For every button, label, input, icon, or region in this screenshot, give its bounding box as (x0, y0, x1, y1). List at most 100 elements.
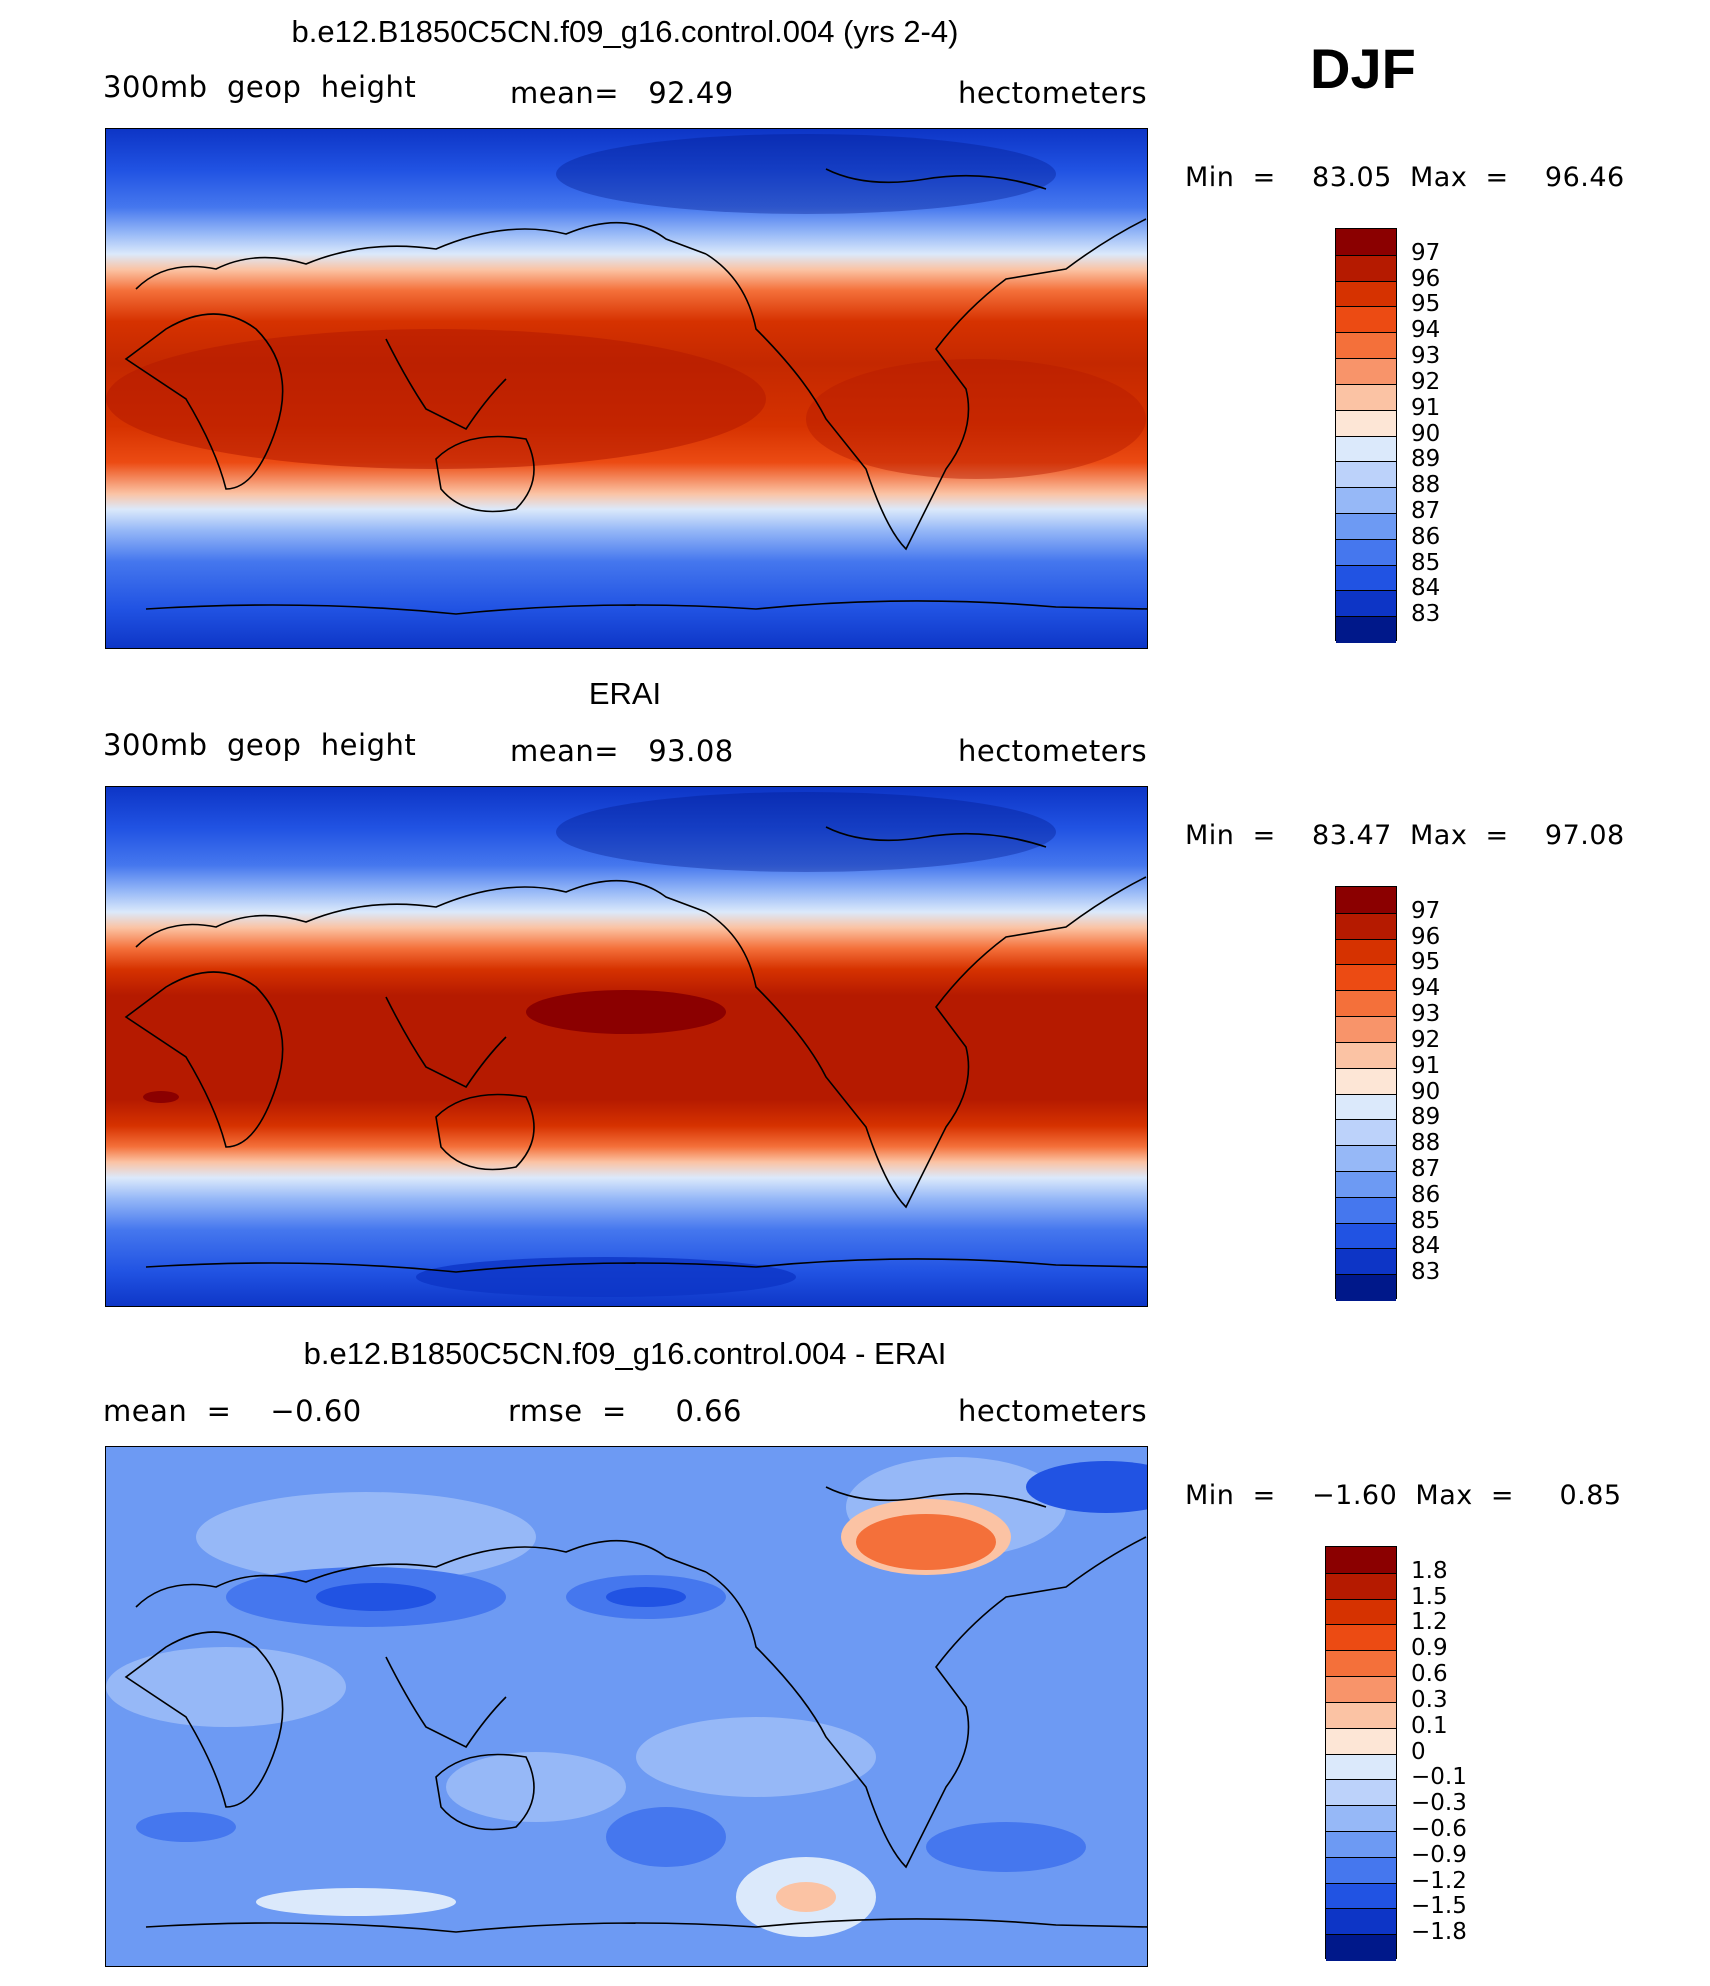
season-label: DJF (1310, 37, 1416, 100)
colorbar-tick-label: 85 (1411, 1207, 1441, 1234)
colorbar-swatch (1326, 1547, 1396, 1573)
colorbar-tick-label: 87 (1411, 497, 1441, 524)
colorbar-tick-label: 86 (1411, 523, 1441, 550)
panel-1-mean: mean= 92.49 (510, 76, 734, 110)
colorbar-swatch (1336, 538, 1396, 566)
panel-2-title: ERAI (588, 676, 662, 711)
colorbar-swatch (1336, 306, 1396, 334)
colorbar-tick-label: 84 (1411, 575, 1441, 602)
colorbar-swatch (1326, 1650, 1396, 1678)
colorbar-swatch (1336, 512, 1396, 540)
panel-1-min-max: Min = 83.05 Max = 96.46 (1185, 162, 1625, 193)
panel-3-colorbar-box (1325, 1546, 1397, 1961)
colorbar-tick-label: 0.1 (1411, 1712, 1448, 1739)
colorbar-swatch (1326, 1676, 1396, 1703)
colorbar-swatch (1336, 1274, 1396, 1301)
colorbar-swatch (1326, 1624, 1396, 1652)
colorbar-swatch (1336, 1222, 1396, 1250)
colorbar-swatch (1336, 435, 1396, 463)
panel-3-min-max: Min = −1.60 Max = 0.85 (1185, 1480, 1622, 1511)
colorbar-swatch (1336, 1093, 1396, 1121)
colorbar-tick-label: −1.2 (1411, 1867, 1467, 1894)
panel-3-units: hectometers (958, 1394, 1148, 1428)
colorbar-tick-label: 96 (1411, 265, 1441, 292)
colorbar-tick-label: 94 (1411, 975, 1441, 1002)
colorbar-swatch (1336, 590, 1396, 618)
colorbar-tick-label: −0.9 (1411, 1841, 1467, 1868)
colorbar-tick-label: 92 (1411, 1026, 1441, 1053)
colorbar-swatch (1336, 383, 1396, 411)
colorbar-swatch (1326, 1572, 1396, 1600)
colorbar-tick-label: 91 (1411, 394, 1441, 421)
colorbar-swatch (1326, 1934, 1396, 1961)
colorbar-tick-label: 91 (1411, 1052, 1441, 1079)
colorbar-swatch (1336, 1170, 1396, 1198)
colorbar-tick-label: 94 (1411, 317, 1441, 344)
colorbar-swatch (1336, 332, 1396, 360)
colorbar-swatch (1326, 1830, 1396, 1858)
colorbar-swatch (1336, 280, 1396, 308)
colorbar-tick-label: 95 (1411, 949, 1441, 976)
panel-3-rmse: rmse = 0.66 (508, 1394, 743, 1428)
colorbar-tick-label: −0.6 (1411, 1815, 1467, 1842)
colorbar-swatch (1326, 1882, 1396, 1910)
colorbar-tick-label: −1.8 (1411, 1919, 1467, 1946)
colorbar-tick-label: 97 (1411, 897, 1441, 924)
colorbar-swatch (1336, 1016, 1396, 1043)
colorbar-swatch (1336, 1196, 1396, 1224)
panel-1-map (105, 128, 1148, 649)
colorbar-swatch (1326, 1805, 1396, 1832)
colorbar-tick-label: 92 (1411, 368, 1441, 395)
panel-3-mean: mean = −0.60 (103, 1394, 362, 1428)
colorbar-swatch (1336, 1067, 1396, 1095)
panel-2-min-max: Min = 83.47 Max = 97.08 (1185, 820, 1625, 851)
colorbar-tick-label: 90 (1411, 1078, 1441, 1105)
colorbar-tick-label: 1.8 (1411, 1557, 1448, 1584)
colorbar-tick-label: 85 (1411, 549, 1441, 576)
colorbar-swatch (1326, 1753, 1396, 1781)
colorbar-swatch (1336, 564, 1396, 592)
colorbar-tick-label: 87 (1411, 1155, 1441, 1182)
colorbar-swatch (1336, 409, 1396, 437)
colorbar-swatch (1326, 1856, 1396, 1884)
colorbar-tick-label: 83 (1411, 1259, 1441, 1286)
colorbar-tick-label: 97 (1411, 239, 1441, 266)
colorbar-tick-label: 95 (1411, 291, 1441, 318)
colorbar-swatch (1326, 1779, 1396, 1807)
colorbar-tick-label: 88 (1411, 472, 1441, 499)
panel-1-colorbar-box (1335, 228, 1397, 643)
colorbar-tick-label: 88 (1411, 1130, 1441, 1157)
panel-2-map (105, 786, 1148, 1307)
panel-2-variable: 300mb geop height (103, 728, 417, 762)
colorbar-swatch (1336, 461, 1396, 489)
colorbar-swatch (1336, 1119, 1396, 1147)
colorbar-tick-label: 93 (1411, 1001, 1441, 1028)
panel-2-units: hectometers (958, 734, 1148, 768)
colorbar-swatch (1336, 1041, 1396, 1069)
colorbar-swatch (1336, 487, 1396, 514)
colorbar-tick-label: 0.6 (1411, 1661, 1448, 1688)
colorbar-tick-label: 0.3 (1411, 1686, 1448, 1713)
colorbar-tick-label: 89 (1411, 446, 1441, 473)
colorbar-tick-label: −0.1 (1411, 1764, 1467, 1791)
colorbar-tick-label: 0.9 (1411, 1635, 1448, 1662)
colorbar-swatch (1336, 229, 1396, 255)
colorbar-tick-label: 83 (1411, 601, 1441, 628)
panel-2-mean: mean= 93.08 (510, 734, 734, 768)
colorbar-tick-label: −0.3 (1411, 1790, 1467, 1817)
colorbar-swatch (1336, 1248, 1396, 1276)
panel-3-title: b.e12.B1850C5CN.f09_g16.control.004 - ER… (303, 1336, 947, 1371)
colorbar-swatch (1336, 1145, 1396, 1172)
panel-1-variable: 300mb geop height (103, 70, 417, 104)
colorbar-tick-label: 93 (1411, 343, 1441, 370)
colorbar-tick-label: 84 (1411, 1233, 1441, 1260)
panel-2-colorbar-box (1335, 886, 1397, 1301)
colorbar-swatch (1336, 254, 1396, 282)
panel-3-map (105, 1446, 1148, 1967)
colorbar-swatch (1326, 1598, 1396, 1626)
colorbar-tick-label: 0 (1411, 1738, 1426, 1765)
colorbar-tick-label: 90 (1411, 420, 1441, 447)
panel-1-units: hectometers (958, 76, 1148, 110)
colorbar-swatch (1336, 964, 1396, 992)
colorbar-swatch (1336, 990, 1396, 1018)
